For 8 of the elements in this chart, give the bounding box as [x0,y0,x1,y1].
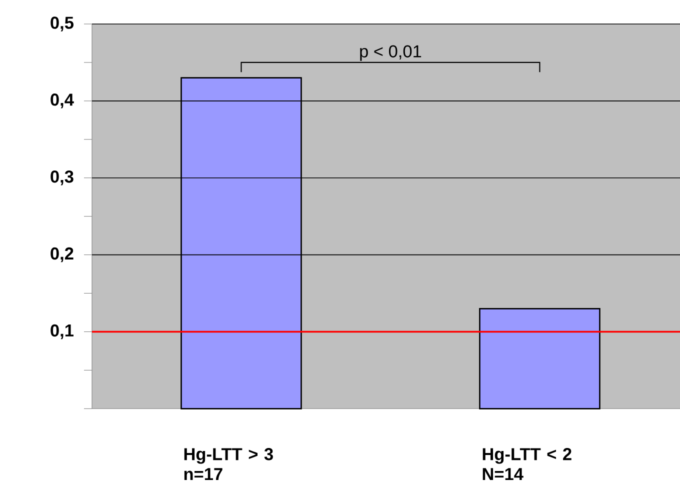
x-tick-label: Hg-LTT > 3 n=17 [184,448,273,480]
y-tick-label: 0,4 [50,94,74,108]
y-tick-label: 0,1 [50,324,74,340]
y-tick-label: 0,2 [50,247,74,262]
x-tick-label: Hg-LTT < 2 N=14 [482,448,572,480]
y-tick-label: 0,5 [50,16,74,32]
y-tick-label: 0,3 [50,170,74,186]
annotation: p < 0,01 [360,45,422,61]
